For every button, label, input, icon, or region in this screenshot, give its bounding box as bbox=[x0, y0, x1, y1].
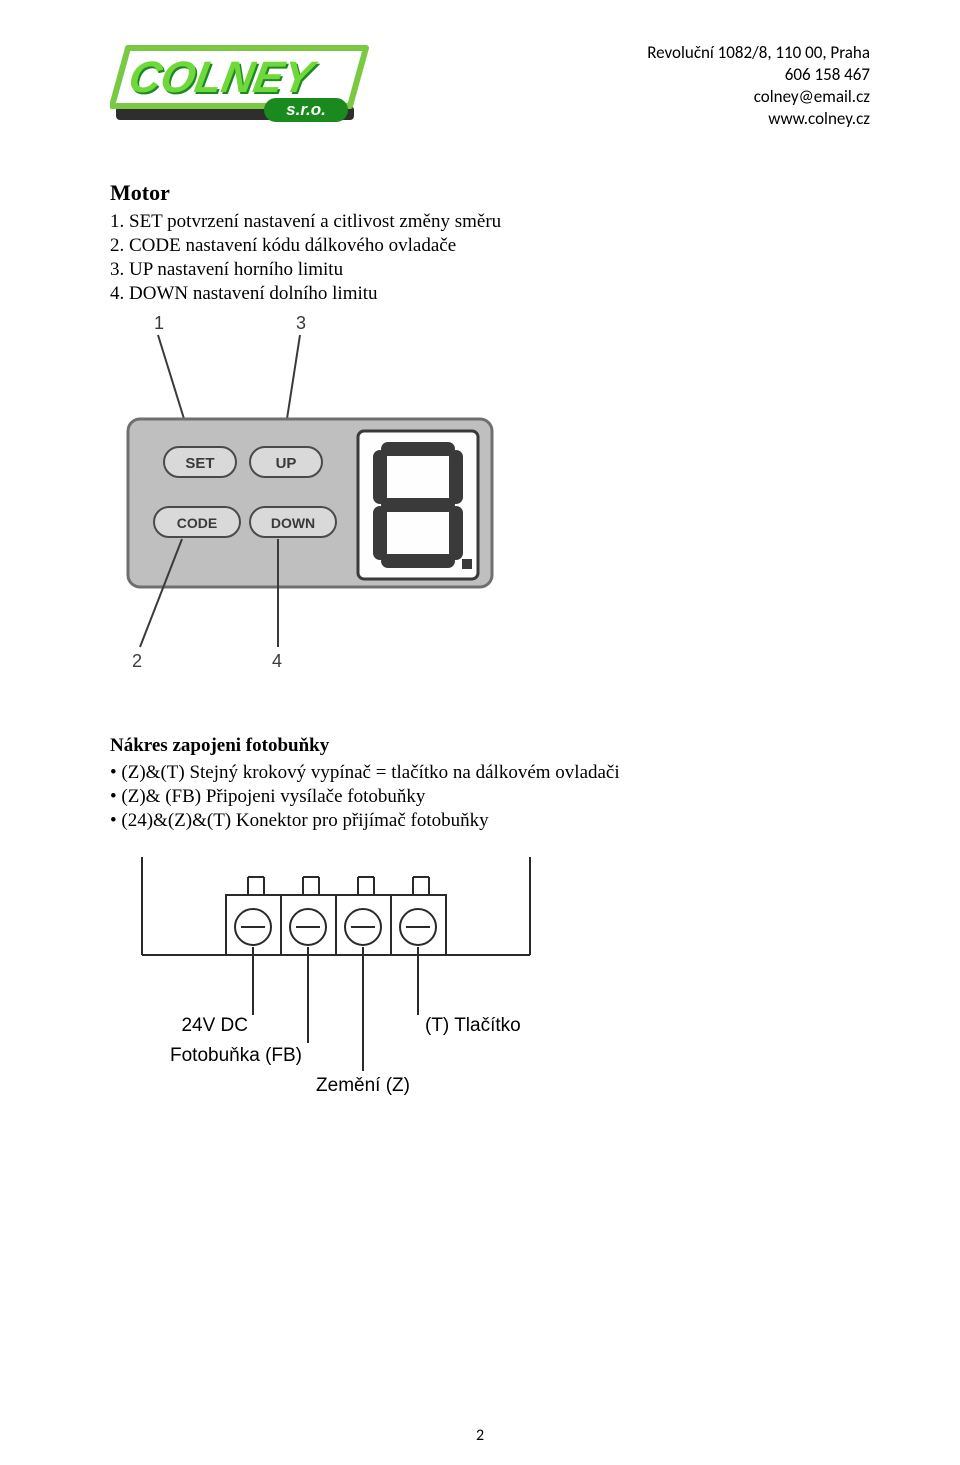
motor-item: 4. DOWN nastavení dolního limitu bbox=[110, 282, 870, 306]
motor-item: 3. UP nastavení horního limitu bbox=[110, 258, 870, 282]
foto-bullet: • (Z)& (FB) Připojeni vysílače fotobuňky bbox=[110, 785, 870, 809]
foto-bullets: • (Z)&(T) Stejný krokový vypínač = tlačí… bbox=[110, 761, 870, 832]
terminal-label-fb: Fotobuňka (FB) bbox=[170, 1045, 302, 1066]
pointer-label-1: 1 bbox=[154, 313, 164, 333]
page-number: 2 bbox=[0, 1426, 960, 1445]
page: COLNEY COLNEY s.r.o. Revoluční 1082/8, 1… bbox=[0, 0, 960, 1465]
svg-text:CODE: CODE bbox=[177, 515, 217, 531]
motor-item: 1. SET potvrzení nastavení a citlivost z… bbox=[110, 210, 870, 234]
terminal-label-dc: 24V DC bbox=[181, 1015, 248, 1036]
pointer-label-3: 3 bbox=[296, 313, 306, 333]
down-button: DOWN bbox=[250, 507, 336, 537]
company-logo: COLNEY COLNEY s.r.o. bbox=[110, 40, 370, 130]
motor-item: 2. CODE nastavení kódu dálkového ovladač… bbox=[110, 234, 870, 258]
set-button: SET bbox=[164, 447, 236, 477]
terminal-diagram: 24V DC (T) Tlačítko Fotobuňka (FB) Zeměn… bbox=[110, 847, 870, 1131]
terminal-label-t: (T) Tlačítko bbox=[425, 1015, 521, 1036]
foto-bullet: • (Z)&(T) Stejný krokový vypínač = tlačí… bbox=[110, 761, 870, 785]
svg-text:SET: SET bbox=[185, 455, 214, 472]
contact-address: Revoluční 1082/8, 110 00, Praha bbox=[647, 42, 870, 64]
svg-text:COLNEY: COLNEY bbox=[125, 53, 320, 102]
up-button: UP bbox=[250, 447, 322, 477]
contact-web: www.colney.cz bbox=[647, 108, 870, 130]
foto-heading: Nákres zapojeni fotobuňky bbox=[110, 735, 870, 757]
terminal-label-z: Zemění (Z) bbox=[316, 1075, 410, 1096]
svg-text:DOWN: DOWN bbox=[271, 515, 315, 531]
contact-phone: 606 158 467 bbox=[647, 64, 870, 86]
motor-heading: Motor bbox=[110, 180, 870, 206]
foto-bullet: • (24)&(Z)&(T) Konektor pro přijímač fot… bbox=[110, 809, 870, 833]
control-panel-diagram: 1 3 SET UP CODE DOWN bbox=[110, 311, 870, 675]
code-button: CODE bbox=[154, 507, 240, 537]
pointer-label-2: 2 bbox=[132, 651, 142, 671]
contact-block: Revoluční 1082/8, 110 00, Praha 606 158 … bbox=[647, 40, 870, 130]
contact-email: colney@email.cz bbox=[647, 86, 870, 108]
svg-text:UP: UP bbox=[276, 455, 297, 472]
svg-text:s.r.o.: s.r.o. bbox=[286, 100, 326, 119]
motor-list: 1. SET potvrzení nastavení a citlivost z… bbox=[110, 210, 870, 305]
pointer-label-4: 4 bbox=[272, 651, 282, 671]
header: COLNEY COLNEY s.r.o. Revoluční 1082/8, 1… bbox=[110, 40, 870, 130]
